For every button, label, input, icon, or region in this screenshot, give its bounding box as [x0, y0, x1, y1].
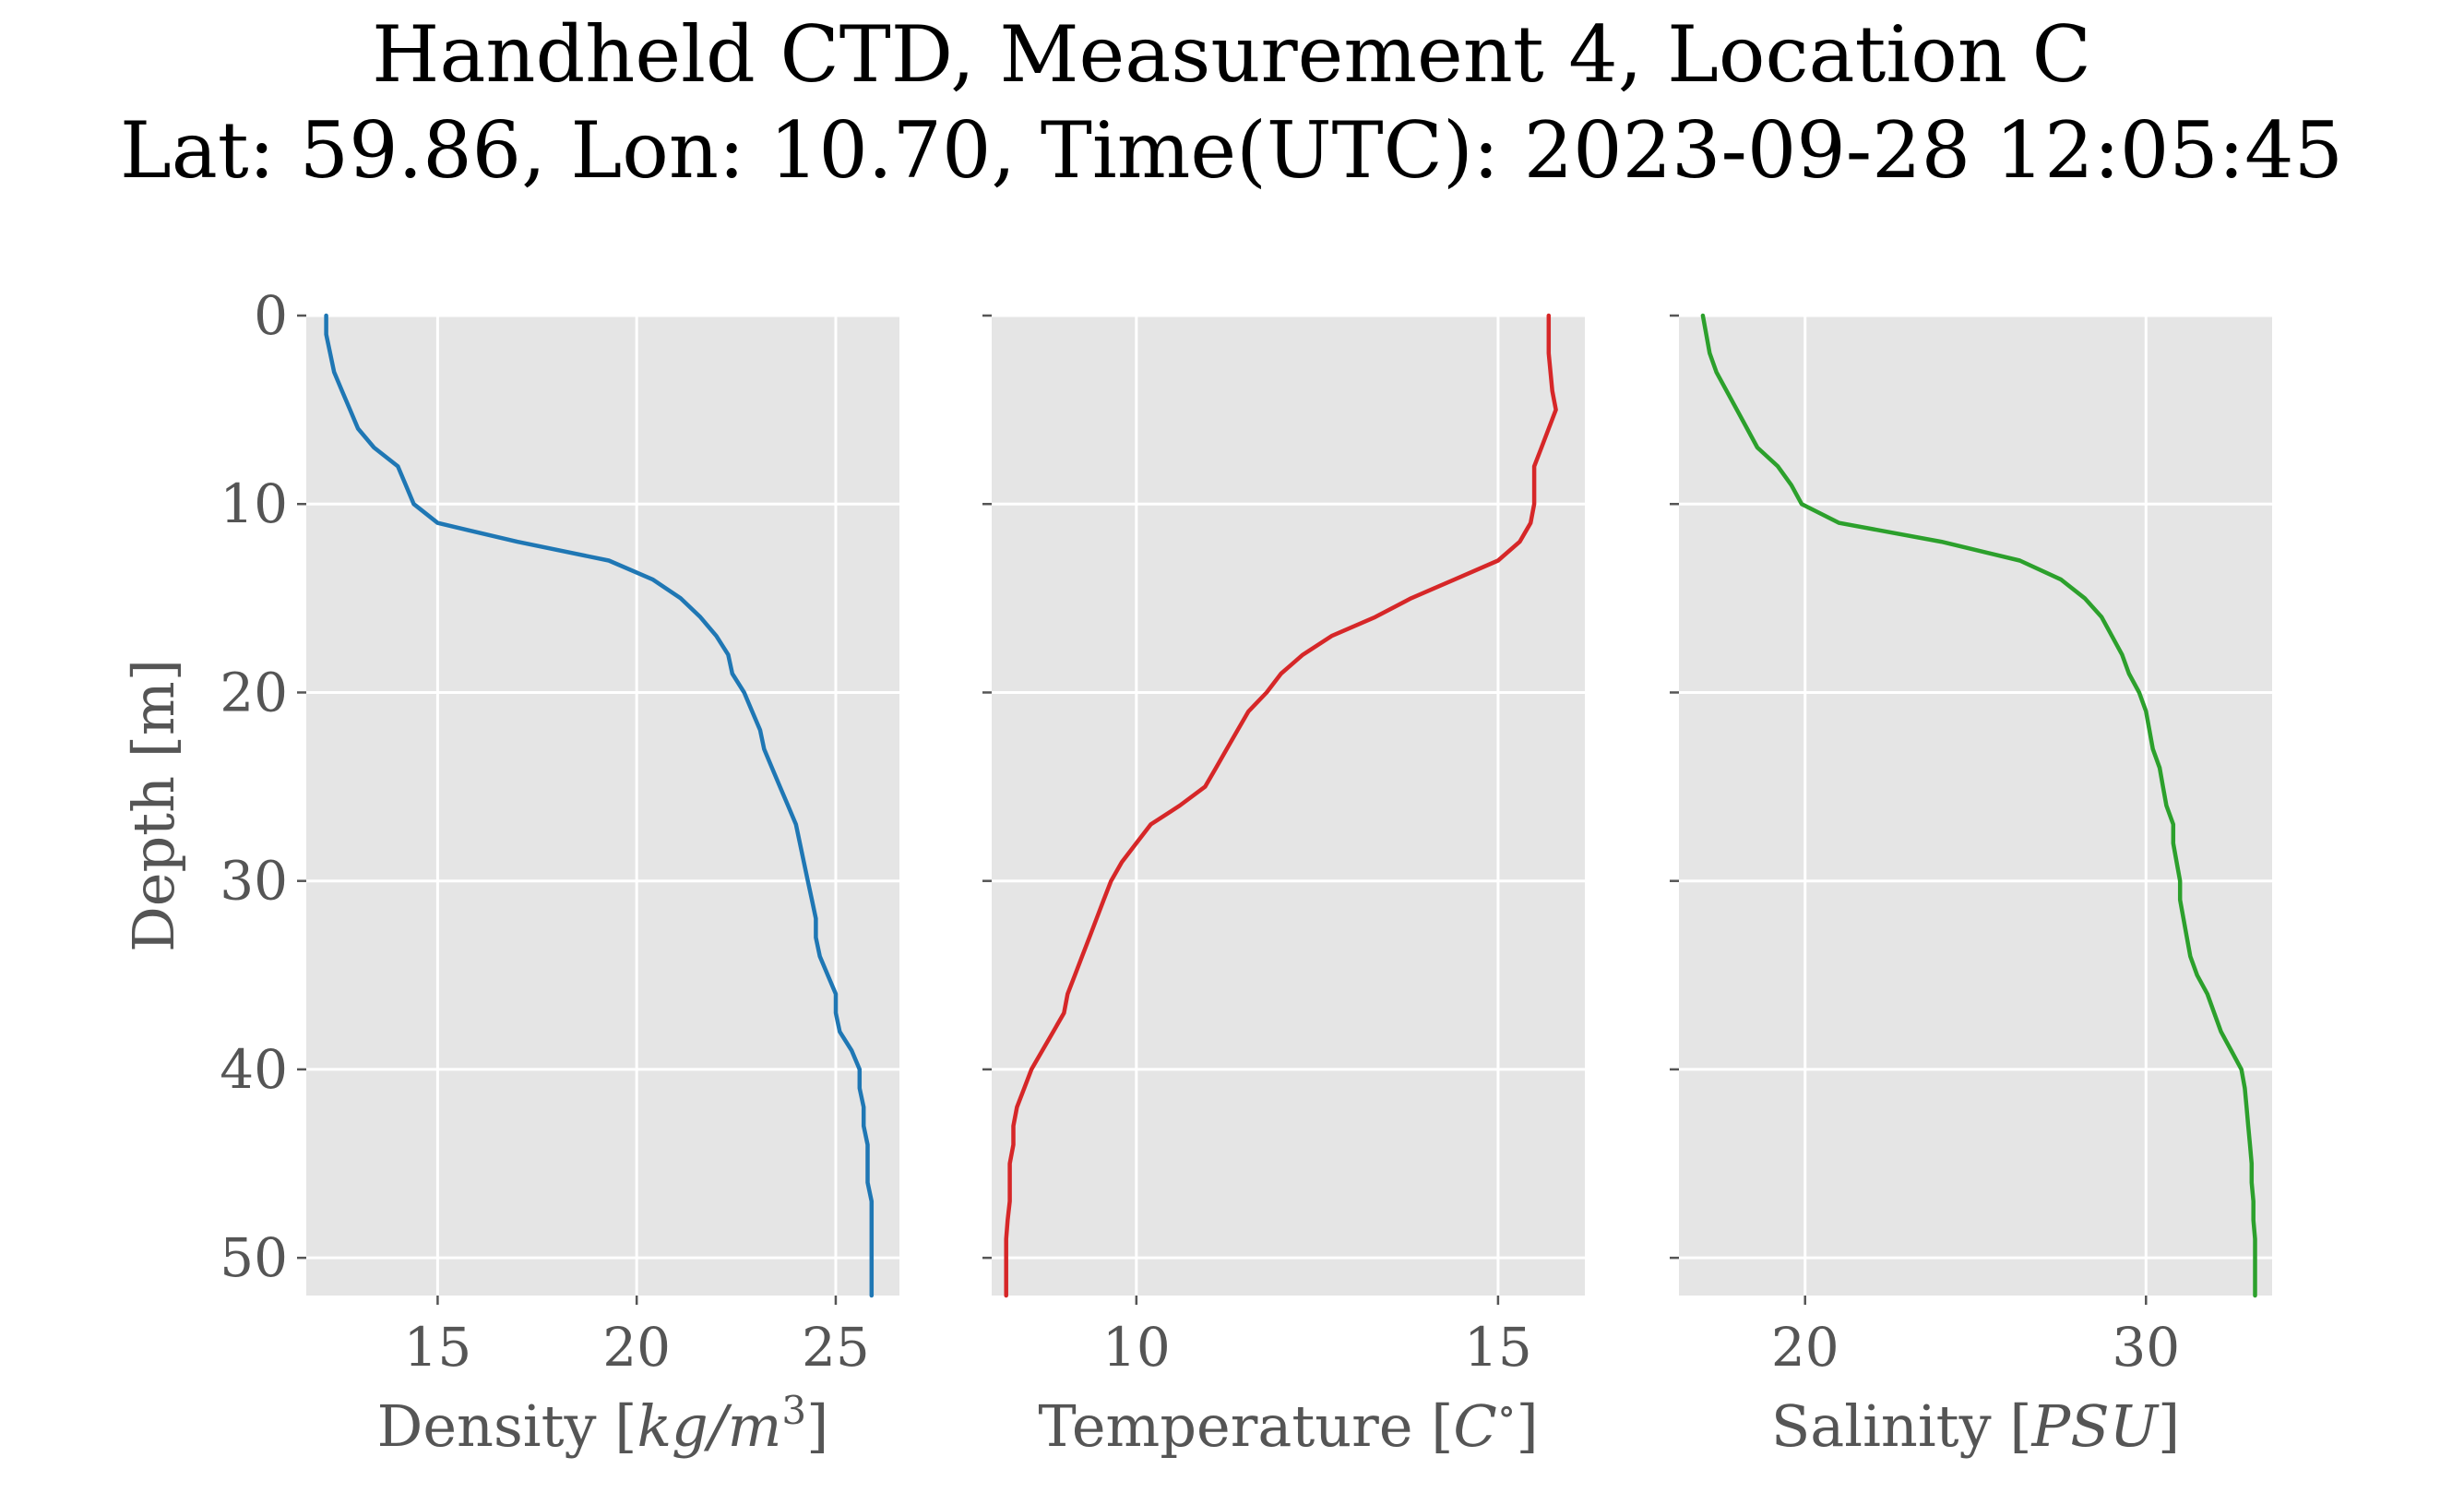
salinity-x-tick-label: 20	[1771, 1316, 1839, 1379]
salinity-plot-area	[1679, 316, 2272, 1296]
temperature-x-tick-label: 10	[1102, 1316, 1171, 1379]
salinity-profile-line	[1700, 313, 2257, 1298]
y-tick-label: 30	[220, 850, 288, 913]
salinity-x-axis-label: Salinity [PSU]	[1771, 1392, 2180, 1460]
y-tick-label: 40	[220, 1038, 288, 1101]
y-tick-label: 10	[220, 472, 288, 535]
temperature-profile-line	[1004, 313, 1558, 1298]
profile-panels: 15 20 25 0 10 20 30 40 50 Density [kg/m3] Depth [m…	[120, 284, 2272, 1460]
y-tick-label: 20	[220, 661, 288, 723]
density-x-axis-label: Density [kg/m3]	[377, 1388, 829, 1460]
density-x-tick-label: 25	[802, 1316, 870, 1379]
salinity-panel: 20 30 Salinity [PSU]	[1670, 313, 2272, 1460]
y-axis-label: Depth [m]	[120, 659, 187, 952]
temperature-panel: 10 15 Temperature [C∘]	[982, 313, 1585, 1460]
chart-title-line1: Handheld CTD, Measurement 4, Location C	[372, 9, 2091, 100]
salinity-x-tick-label: 30	[2112, 1316, 2180, 1379]
density-x-tick-label: 15	[404, 1316, 472, 1379]
density-panel: 15 20 25 0 10 20 30 40 50 Density [kg/m3] Depth [m…	[120, 284, 899, 1460]
density-profile-line	[324, 313, 875, 1298]
temperature-x-axis-label: Temperature [C∘]	[1038, 1388, 1538, 1460]
temperature-plot-area	[992, 316, 1585, 1296]
chart-title-line2: Lat: 59.86, Lon: 10.70, Time(UTC): 2023-…	[120, 105, 2343, 196]
density-x-tick-label: 20	[602, 1316, 671, 1379]
temperature-x-tick-label: 15	[1464, 1316, 1532, 1379]
y-tick-label: 50	[220, 1226, 288, 1289]
y-tick-label: 0	[254, 284, 288, 347]
